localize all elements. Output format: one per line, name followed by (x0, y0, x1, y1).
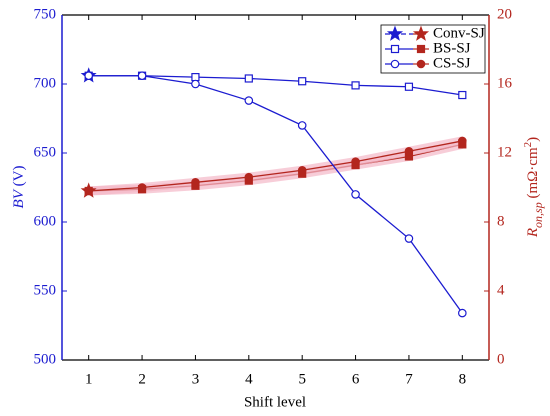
y2-axis-label: Ron,sp (mΩ·cm2) (522, 137, 545, 238)
y2-tick-label: 12 (497, 144, 512, 160)
legend-label: Conv-SJ (433, 25, 485, 41)
y2-axis-label-symbol: R (525, 228, 541, 238)
y-tick-label: 650 (34, 144, 57, 160)
y-axis-label-unit: (V) (11, 166, 27, 191)
marker (351, 81, 360, 90)
marker (191, 79, 200, 89)
y2-tick-label: 8 (497, 213, 505, 229)
y2-tick-label: 4 (497, 282, 505, 298)
marker (351, 190, 360, 199)
y2-axis-label-unit: (mΩ·cm (525, 147, 541, 202)
marker (137, 183, 147, 192)
marker (390, 44, 400, 54)
x-tick-label: 1 (85, 371, 93, 387)
line (88, 75, 463, 96)
marker (404, 146, 414, 156)
y2-axis-label-sup: 2 (522, 142, 534, 148)
y2-tick-label: 20 (497, 6, 512, 22)
marker (458, 308, 467, 318)
x-tick-label: 2 (138, 371, 146, 387)
marker (412, 25, 430, 41)
marker (416, 44, 426, 54)
x-tick-label: 8 (459, 371, 467, 387)
legend-label: BS-SJ (433, 40, 471, 56)
x-tick-label: 6 (352, 371, 360, 387)
marker (137, 71, 147, 81)
marker (84, 186, 93, 196)
y2-tick-label: 16 (497, 75, 513, 91)
marker (84, 71, 93, 81)
marker (416, 59, 426, 69)
y-tick-label: 600 (34, 213, 57, 229)
marker (404, 82, 414, 91)
line (88, 75, 463, 314)
line (88, 140, 463, 192)
y-tick-label: 750 (34, 6, 57, 22)
y2-tick-label: 0 (497, 351, 505, 367)
marker (458, 136, 467, 146)
marker (298, 77, 307, 86)
marker (244, 74, 253, 83)
x-tick-label: 4 (245, 371, 253, 387)
y2-axis-label-close: ) (525, 137, 541, 142)
x-tick-label: 5 (298, 371, 306, 387)
marker (297, 165, 307, 175)
marker (458, 90, 467, 100)
y2-axis-label-sub: on,sp (531, 202, 545, 228)
marker (386, 25, 404, 41)
y-axis-label-symbol: BV (11, 188, 27, 208)
marker (191, 178, 200, 187)
marker (244, 96, 254, 105)
legend-label: CS-SJ (433, 55, 471, 71)
marker (244, 172, 254, 182)
x-tick-label: 3 (192, 371, 200, 387)
y-tick-label: 700 (34, 75, 57, 91)
y-tick-label: 500 (34, 351, 57, 367)
marker (351, 157, 360, 166)
y-axis-label: BV (V) (11, 166, 27, 209)
x-tick-label: 7 (405, 371, 413, 387)
x-axis-label: Shift level (244, 394, 306, 410)
y-tick-label: 550 (34, 282, 57, 298)
marker (191, 72, 200, 82)
marker (404, 234, 414, 243)
marker (297, 121, 307, 130)
marker (390, 59, 400, 69)
